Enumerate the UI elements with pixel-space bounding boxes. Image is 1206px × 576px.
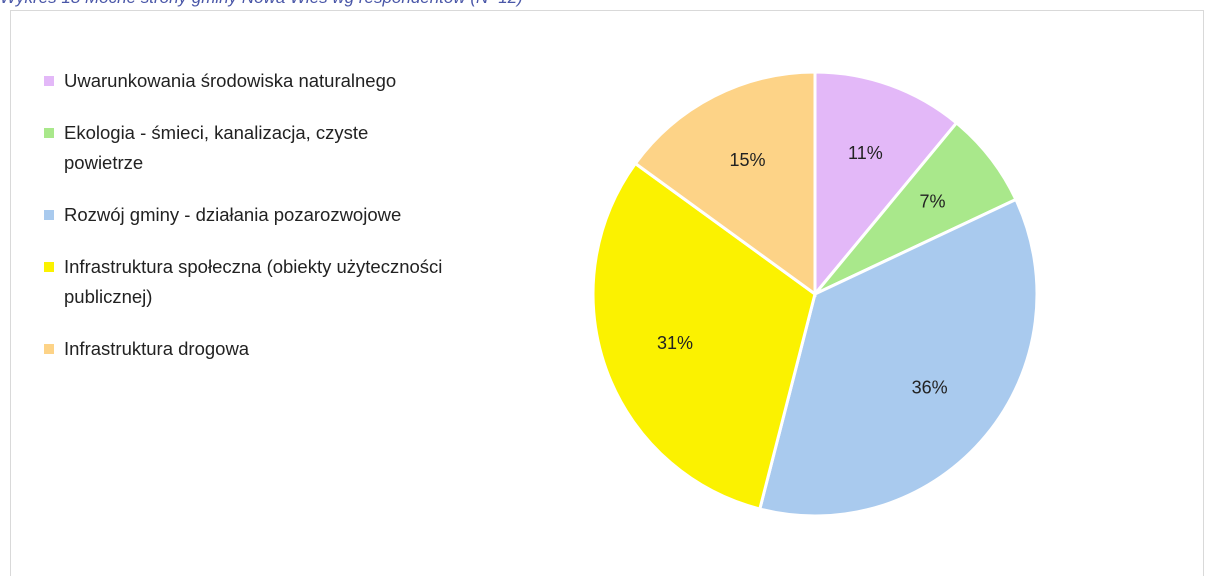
pie-slice (633, 70, 817, 297)
legend: Uwarunkowania środowiska naturalnego Eko… (44, 66, 444, 386)
slice-data-label: 36% (912, 378, 948, 398)
legend-label: Uwarunkowania środowiska naturalnego (64, 70, 397, 91)
pie-chart: 11% 7% 36% 31% 15% (591, 70, 1039, 518)
legend-label: Infrastruktura społeczna (obiekty użytec… (64, 256, 443, 307)
pie-slice (591, 161, 817, 511)
legend-item: Infrastruktura społeczna (obiekty użytec… (44, 252, 444, 312)
pie-slice (757, 197, 1039, 518)
legend-label: Ekologia - śmieci, kanalizacja, czyste p… (64, 122, 369, 173)
legend-swatch (44, 128, 54, 138)
legend-swatch (44, 76, 54, 86)
slice-data-label: 11% (848, 143, 883, 163)
legend-label: Rozwój gminy - działania pozarozwojowe (64, 204, 402, 225)
slice-data-label: 15% (729, 150, 765, 170)
pie-slice (813, 70, 959, 299)
legend-swatch (44, 210, 54, 220)
legend-item: Rozwój gminy - działania pozarozwojowe (44, 200, 444, 230)
chart-frame (10, 10, 1204, 576)
legend-item: Infrastruktura drogowa (44, 334, 444, 364)
legend-item: Uwarunkowania środowiska naturalnego (44, 66, 444, 96)
slice-data-label: 31% (657, 333, 693, 353)
legend-label: Infrastruktura drogowa (64, 338, 250, 359)
legend-swatch (44, 344, 54, 354)
slice-data-label: 7% (920, 192, 946, 212)
legend-swatch (44, 262, 54, 272)
legend-item: Ekologia - śmieci, kanalizacja, czyste p… (44, 118, 444, 178)
chart-caption: Wykres 18 Mocne strony gminy Nowa Wieś w… (0, 0, 1206, 8)
